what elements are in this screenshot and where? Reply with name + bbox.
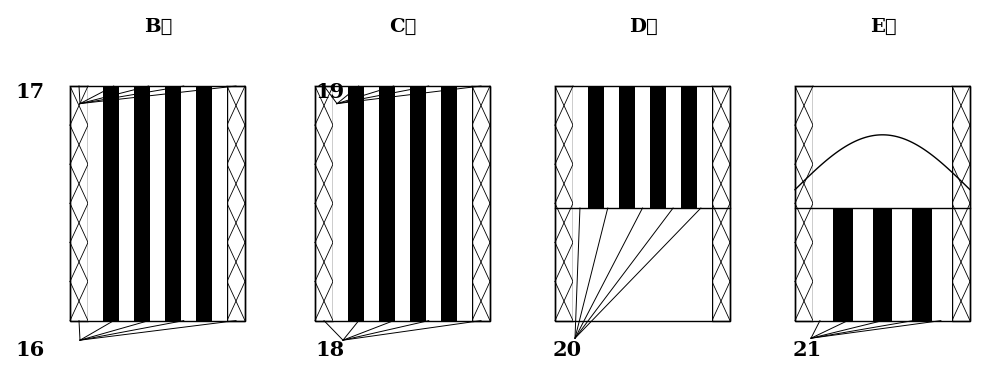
Text: 20: 20 (553, 340, 582, 360)
Bar (795, 86, 970, 321)
Bar (364, 86, 379, 321)
Bar (70, 86, 245, 321)
Bar (348, 86, 364, 321)
Bar (150, 86, 165, 321)
Bar (70, 86, 245, 321)
Bar (873, 208, 892, 321)
Text: C向: C向 (389, 18, 417, 36)
Bar (833, 208, 853, 321)
Bar (712, 86, 730, 321)
Bar (681, 86, 697, 208)
Bar (555, 86, 730, 321)
Bar (573, 86, 588, 208)
Bar (88, 86, 103, 321)
Bar (604, 86, 619, 208)
Bar (119, 86, 134, 321)
Text: 21: 21 (793, 340, 822, 360)
Bar (212, 86, 227, 321)
Bar (697, 86, 712, 208)
Bar (588, 86, 604, 208)
Bar (426, 86, 441, 321)
Bar (70, 86, 88, 321)
Text: E向: E向 (870, 18, 896, 36)
Bar (555, 86, 730, 321)
Bar (952, 86, 970, 321)
Bar (181, 86, 196, 321)
Bar (315, 86, 490, 321)
Bar (333, 86, 348, 321)
Bar (395, 86, 410, 321)
Bar (619, 86, 635, 208)
Bar (441, 86, 457, 321)
Bar (573, 208, 712, 321)
Bar (196, 86, 212, 321)
Bar (165, 86, 181, 321)
Bar (379, 86, 395, 321)
Bar (103, 86, 119, 321)
Text: D向: D向 (629, 18, 657, 36)
Bar (472, 86, 490, 321)
Bar (410, 86, 426, 321)
Text: 16: 16 (15, 340, 44, 360)
Text: B向: B向 (144, 18, 172, 36)
Bar (315, 86, 333, 321)
Bar (227, 86, 245, 321)
Text: 19: 19 (315, 82, 344, 102)
Bar (892, 208, 912, 321)
Bar (134, 86, 150, 321)
Bar (813, 86, 952, 208)
Bar (813, 208, 833, 321)
Bar (635, 86, 650, 208)
Bar (912, 208, 932, 321)
Bar (795, 86, 970, 321)
Bar (457, 86, 472, 321)
Bar (650, 86, 666, 208)
Text: 18: 18 (315, 340, 344, 360)
Bar (932, 208, 952, 321)
Bar (555, 86, 573, 321)
Bar (666, 86, 681, 208)
Bar (853, 208, 873, 321)
Bar (315, 86, 490, 321)
Bar (795, 86, 813, 321)
Text: 17: 17 (15, 82, 44, 102)
